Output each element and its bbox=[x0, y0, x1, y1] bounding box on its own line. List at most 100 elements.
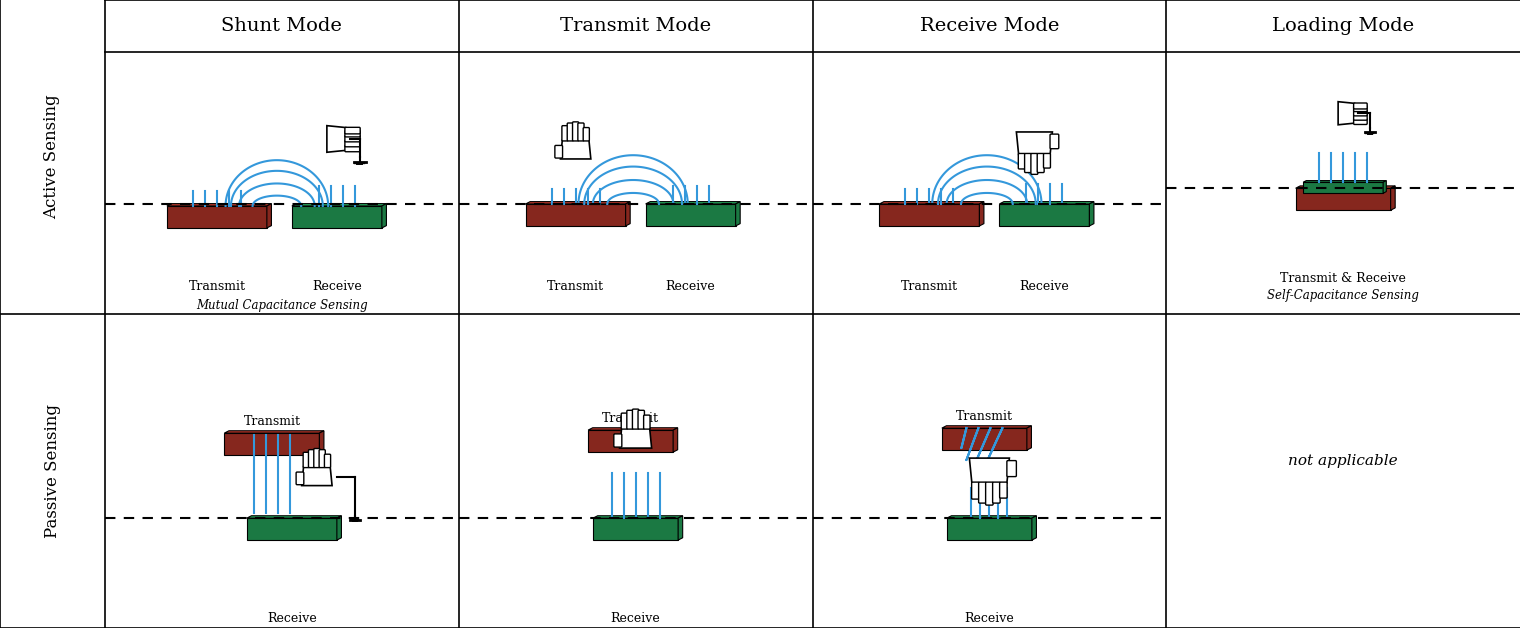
FancyBboxPatch shape bbox=[614, 434, 622, 447]
Polygon shape bbox=[620, 428, 652, 448]
Polygon shape bbox=[942, 426, 1032, 428]
Polygon shape bbox=[880, 204, 979, 226]
Polygon shape bbox=[225, 433, 319, 455]
Polygon shape bbox=[1028, 426, 1032, 450]
Text: Transmit Mode: Transmit Mode bbox=[559, 17, 711, 35]
Text: Shunt Mode: Shunt Mode bbox=[222, 17, 342, 35]
Polygon shape bbox=[1303, 181, 1386, 182]
FancyBboxPatch shape bbox=[555, 146, 562, 158]
FancyBboxPatch shape bbox=[1006, 460, 1017, 477]
FancyBboxPatch shape bbox=[345, 135, 360, 142]
FancyBboxPatch shape bbox=[638, 410, 644, 429]
Polygon shape bbox=[678, 516, 682, 540]
Text: Transmit: Transmit bbox=[243, 415, 301, 428]
Text: Transmit: Transmit bbox=[956, 410, 1012, 423]
Polygon shape bbox=[673, 428, 678, 452]
Polygon shape bbox=[1032, 516, 1037, 540]
Polygon shape bbox=[327, 126, 347, 152]
Text: Receive: Receive bbox=[268, 612, 316, 624]
FancyBboxPatch shape bbox=[324, 454, 331, 468]
FancyBboxPatch shape bbox=[296, 472, 304, 485]
Text: Self-Capacitance Sensing: Self-Capacitance Sensing bbox=[1268, 290, 1420, 303]
Text: Transmit: Transmit bbox=[188, 279, 245, 293]
Text: Transmit: Transmit bbox=[547, 279, 603, 293]
Polygon shape bbox=[1338, 102, 1354, 125]
FancyBboxPatch shape bbox=[1354, 103, 1366, 109]
Polygon shape bbox=[970, 458, 1009, 483]
Polygon shape bbox=[947, 518, 1032, 540]
FancyBboxPatch shape bbox=[345, 127, 360, 134]
Polygon shape bbox=[382, 203, 386, 228]
Polygon shape bbox=[588, 428, 678, 430]
FancyBboxPatch shape bbox=[626, 410, 634, 429]
Polygon shape bbox=[626, 202, 631, 226]
Polygon shape bbox=[337, 516, 342, 540]
FancyBboxPatch shape bbox=[1354, 119, 1366, 124]
FancyBboxPatch shape bbox=[302, 452, 310, 468]
FancyBboxPatch shape bbox=[993, 482, 1000, 503]
Polygon shape bbox=[292, 206, 382, 228]
Polygon shape bbox=[979, 202, 983, 226]
FancyBboxPatch shape bbox=[979, 482, 986, 503]
Text: Receive: Receive bbox=[611, 612, 661, 624]
Polygon shape bbox=[167, 206, 268, 228]
FancyBboxPatch shape bbox=[1018, 153, 1026, 169]
Polygon shape bbox=[526, 204, 626, 226]
FancyBboxPatch shape bbox=[319, 450, 325, 468]
Polygon shape bbox=[246, 516, 342, 518]
Polygon shape bbox=[947, 516, 1037, 518]
Polygon shape bbox=[246, 518, 337, 540]
Polygon shape bbox=[561, 140, 591, 159]
Text: Transmit: Transmit bbox=[901, 279, 958, 293]
Polygon shape bbox=[1090, 202, 1094, 226]
Polygon shape bbox=[301, 467, 331, 485]
FancyBboxPatch shape bbox=[345, 140, 360, 147]
FancyBboxPatch shape bbox=[309, 450, 315, 468]
Polygon shape bbox=[999, 204, 1090, 226]
Text: Receive: Receive bbox=[312, 279, 362, 293]
FancyBboxPatch shape bbox=[562, 126, 568, 141]
FancyBboxPatch shape bbox=[345, 131, 360, 137]
FancyBboxPatch shape bbox=[1354, 106, 1366, 112]
Polygon shape bbox=[1391, 186, 1395, 210]
FancyBboxPatch shape bbox=[1044, 153, 1050, 168]
Text: Mutual Capacitance Sensing: Mutual Capacitance Sensing bbox=[196, 300, 368, 313]
Text: Transmit: Transmit bbox=[602, 412, 660, 425]
Polygon shape bbox=[225, 431, 324, 433]
Text: Receive: Receive bbox=[666, 279, 716, 293]
Polygon shape bbox=[999, 202, 1094, 204]
Text: Receive: Receive bbox=[1020, 279, 1069, 293]
FancyBboxPatch shape bbox=[643, 415, 651, 429]
FancyBboxPatch shape bbox=[1354, 110, 1366, 116]
FancyBboxPatch shape bbox=[1037, 153, 1044, 173]
FancyBboxPatch shape bbox=[1000, 482, 1008, 498]
Text: Transmit & Receive: Transmit & Receive bbox=[1280, 273, 1406, 286]
Polygon shape bbox=[593, 518, 678, 540]
Text: Passive Sensing: Passive Sensing bbox=[44, 404, 61, 538]
Polygon shape bbox=[593, 516, 682, 518]
FancyBboxPatch shape bbox=[1354, 114, 1366, 120]
Polygon shape bbox=[268, 203, 272, 228]
FancyBboxPatch shape bbox=[313, 448, 321, 468]
Polygon shape bbox=[588, 430, 673, 452]
Polygon shape bbox=[880, 202, 983, 204]
FancyBboxPatch shape bbox=[1050, 134, 1059, 149]
FancyBboxPatch shape bbox=[345, 145, 360, 152]
Polygon shape bbox=[646, 204, 736, 226]
Polygon shape bbox=[292, 203, 386, 206]
Polygon shape bbox=[526, 202, 631, 204]
Text: Receive Mode: Receive Mode bbox=[920, 17, 1059, 35]
FancyBboxPatch shape bbox=[985, 482, 993, 505]
Polygon shape bbox=[1295, 186, 1395, 188]
Polygon shape bbox=[1303, 182, 1383, 193]
FancyBboxPatch shape bbox=[622, 413, 628, 429]
Polygon shape bbox=[646, 202, 740, 204]
FancyBboxPatch shape bbox=[1024, 153, 1032, 173]
FancyBboxPatch shape bbox=[578, 123, 584, 141]
Text: Receive: Receive bbox=[965, 612, 1014, 624]
FancyBboxPatch shape bbox=[584, 127, 590, 141]
Text: Active Sensing: Active Sensing bbox=[44, 95, 61, 219]
FancyBboxPatch shape bbox=[632, 409, 638, 429]
Text: not applicable: not applicable bbox=[1289, 454, 1398, 468]
FancyBboxPatch shape bbox=[567, 123, 573, 141]
